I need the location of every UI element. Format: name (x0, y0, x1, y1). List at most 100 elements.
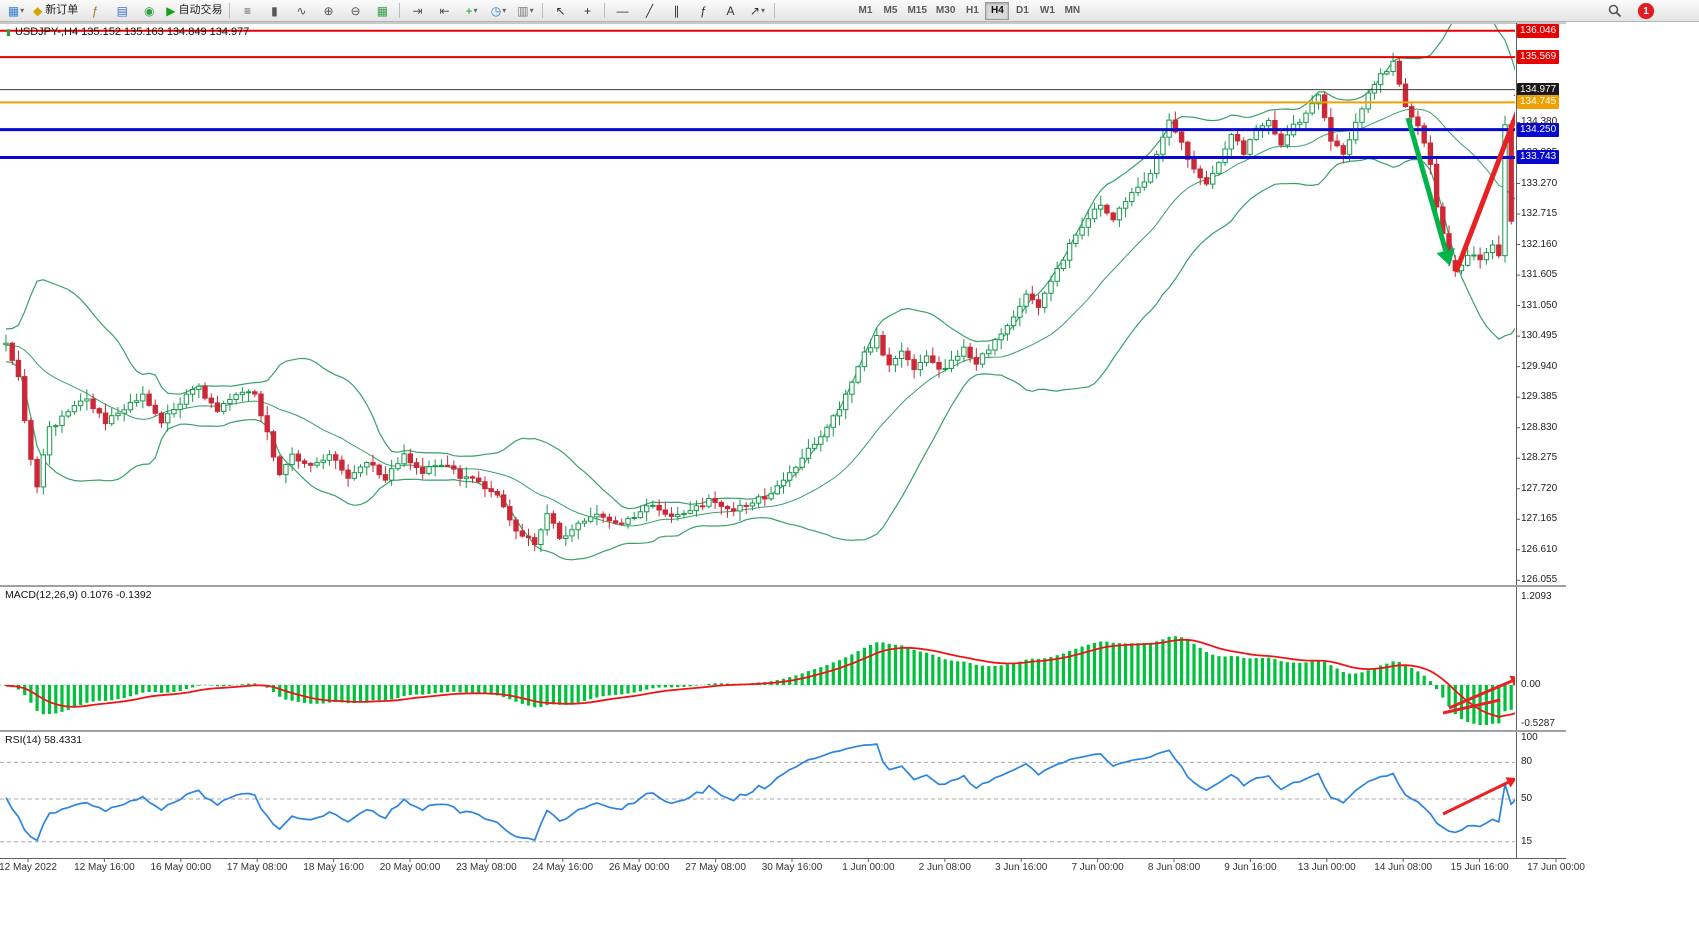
expert-advisors-button[interactable]: ƒ (82, 0, 108, 22)
bar-chart-icon: ≡ (243, 3, 251, 18)
bear-candle (413, 462, 420, 469)
bear-candle (1409, 106, 1415, 118)
bear-candle (1104, 204, 1110, 214)
arrows-button[interactable]: ↗ ▾ (744, 0, 770, 22)
toolbar-separator (399, 3, 401, 18)
template-icon: ▥ (517, 3, 529, 18)
timeframe-mn-button[interactable]: MN (1064, 5, 1081, 16)
trend-arrow-shaft[interactable] (1453, 99, 1522, 273)
bear-candle (264, 415, 270, 433)
bull-candle (1483, 252, 1490, 261)
bull-candle (1017, 305, 1023, 318)
bear-candle (532, 537, 538, 545)
bull-candle (71, 405, 78, 413)
rsi-pane[interactable] (0, 743, 1542, 843)
bull-candle (942, 367, 948, 370)
market-watch-button[interactable]: ▤ (109, 0, 135, 22)
zoom-out-button[interactable]: ⊖ (342, 0, 368, 22)
timeframe-h4-button[interactable]: H4 (985, 1, 1010, 20)
bull-candle (133, 400, 140, 403)
bull-candle (979, 353, 986, 365)
crosshair-button[interactable]: + (574, 0, 600, 22)
bull-candle (805, 447, 812, 459)
new-order-button[interactable]: ◆ 新订单 (30, 0, 81, 22)
chart-shift-button[interactable]: ⇤ (431, 0, 457, 22)
bear-candle (973, 357, 979, 365)
bull-candle (1471, 254, 1477, 257)
bull-candle (320, 459, 326, 463)
timeframe-m1-button[interactable]: M1 (858, 5, 873, 16)
trend-line[interactable] (1442, 698, 1501, 715)
candlestick-chart-button[interactable]: ▮ (261, 0, 287, 22)
macd-pane[interactable] (0, 636, 1542, 725)
timeframe-m30-button[interactable]: M30 (935, 5, 956, 16)
bear-candle (731, 508, 737, 512)
trend-arrow-head[interactable] (1436, 248, 1455, 266)
auto-scroll-button[interactable]: ⇥ (404, 0, 430, 22)
text-button[interactable]: A (717, 0, 743, 22)
bull-candle (1390, 60, 1396, 72)
new-chart-button[interactable]: ▦ ▾ (3, 0, 29, 22)
timeframe-m5-button[interactable]: M5 (883, 5, 898, 16)
new-order-icon: ◆ (33, 3, 43, 18)
bear-candle (1402, 83, 1409, 107)
bear-candle (1496, 244, 1502, 257)
bull-candle (1085, 218, 1091, 228)
templates-button[interactable]: ▥ ▾ (512, 0, 538, 22)
main-pane[interactable] (0, 7, 1545, 561)
cursor-button[interactable]: ↖ (547, 0, 573, 22)
bull-candle (1489, 244, 1496, 254)
bull-candle (1010, 316, 1017, 327)
bull-candle (774, 485, 780, 495)
trend-arrow-shaft[interactable] (1405, 117, 1449, 252)
horizontal-line-button[interactable]: — (609, 0, 635, 22)
fibonacci-button[interactable]: ƒ (690, 0, 716, 22)
notification-badge[interactable]: 1 (1638, 3, 1654, 19)
bear-candle (930, 355, 936, 363)
bull-candle (1284, 134, 1290, 146)
bull-candle (1091, 208, 1098, 220)
add-indicator-icon: + (465, 3, 473, 18)
timeframe-d1-button[interactable]: D1 (1015, 5, 1029, 16)
bull-candle (923, 355, 930, 363)
trend-arrow-head[interactable] (1505, 777, 1517, 788)
zoom-in-button[interactable]: ⊕ (315, 0, 341, 22)
bull-candle (1098, 204, 1104, 210)
horizontal-line-icon: — (616, 3, 629, 18)
bull-candle (1122, 201, 1129, 209)
trend-arrow-head[interactable] (1509, 675, 1521, 687)
time-axis[interactable] (0, 858, 1566, 878)
trend-arrow-head[interactable] (1513, 84, 1531, 102)
pane-splitter (0, 585, 1566, 587)
line-chart-button[interactable]: ∿ (288, 0, 314, 22)
bull-candle (289, 453, 295, 466)
trend-arrow-shaft[interactable] (1442, 781, 1509, 816)
bear-candle (152, 404, 159, 414)
bull-candle (388, 468, 395, 481)
trendline-button[interactable]: ╱ (636, 0, 662, 22)
bear-candle (1415, 116, 1421, 127)
bear-candle (1191, 158, 1197, 170)
bull-candle (1384, 71, 1390, 75)
channel-button[interactable]: ∥ (663, 0, 689, 22)
data-window-icon: ◉ (143, 3, 155, 18)
price-axis[interactable] (1516, 22, 1568, 858)
bull-candle (961, 346, 967, 357)
trend-arrow-shaft[interactable] (1448, 679, 1513, 710)
bar-chart-button[interactable]: ≡ (234, 0, 260, 22)
indicators-button[interactable]: + ▾ (458, 0, 484, 22)
timeframe-w1-button[interactable]: W1 (1039, 5, 1055, 16)
bull-candle (867, 347, 874, 353)
tile-windows-button[interactable]: ▦ (369, 0, 395, 22)
autotrade-button[interactable]: ▶ 自动交易 (163, 0, 225, 22)
bear-candle (34, 458, 40, 488)
bull-candle (177, 403, 183, 410)
search-icon[interactable] (1606, 2, 1624, 20)
bollinger-upper-band (5, 24, 1515, 510)
periods-button[interactable]: ◷ ▾ (485, 0, 511, 22)
timeframe-m15-button[interactable]: M15 (907, 5, 927, 16)
chevron-down-icon: ▾ (473, 5, 478, 15)
timeframe-h1-button[interactable]: H1 (965, 5, 979, 16)
data-window-button[interactable]: ◉ (136, 0, 162, 22)
